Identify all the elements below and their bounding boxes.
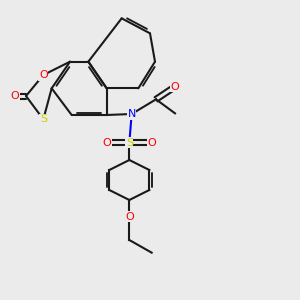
Text: O: O — [147, 138, 156, 148]
Text: N: N — [128, 109, 136, 119]
Text: O: O — [171, 82, 179, 92]
Text: O: O — [39, 70, 48, 80]
Text: O: O — [102, 138, 111, 148]
Text: O: O — [11, 91, 20, 101]
Text: S: S — [40, 114, 47, 124]
Text: S: S — [126, 138, 133, 148]
Text: O: O — [125, 212, 134, 222]
